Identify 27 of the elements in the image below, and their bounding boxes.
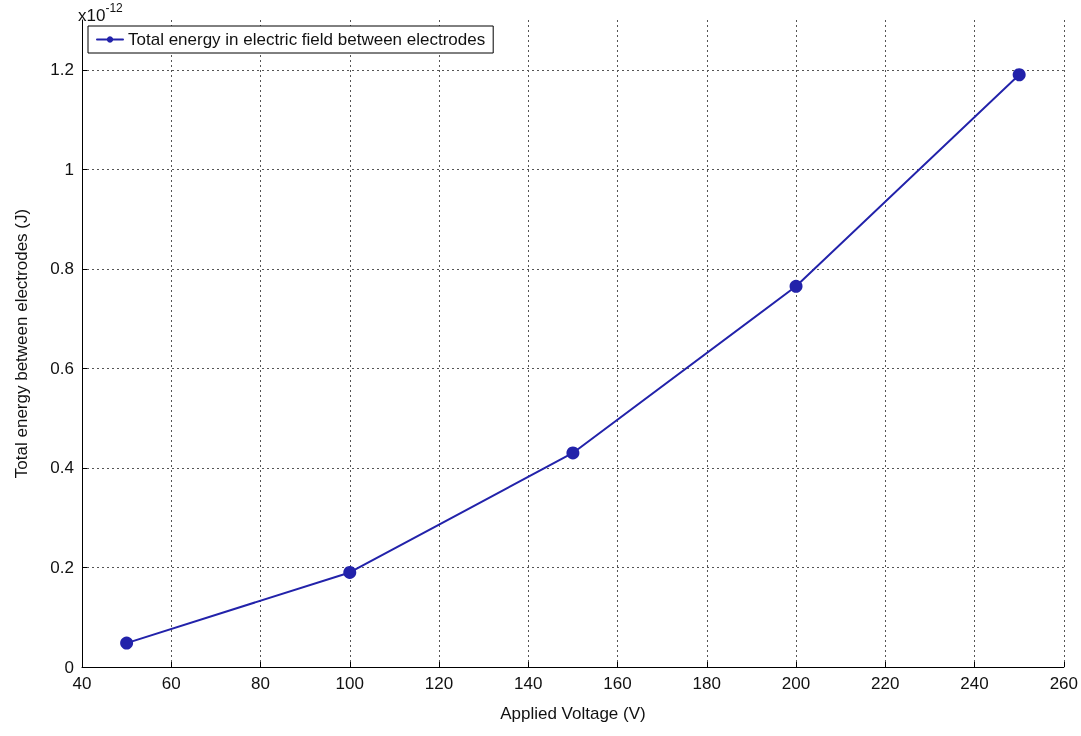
x-tick-label: 220 [871, 674, 900, 693]
y-tick-label: 0.8 [50, 259, 74, 279]
y-tick-label: 0.2 [50, 557, 74, 577]
y-tick-label: 0.6 [50, 358, 74, 378]
y-axis-title: Total energy between electrodes (J) [12, 208, 31, 479]
x-tick-label: 120 [424, 674, 454, 693]
x-tick-label: 80 [251, 674, 270, 693]
x-tick-label: 200 [781, 674, 811, 693]
y-tick-label: 1 [64, 159, 74, 179]
x-tick-label: 40 [72, 674, 92, 693]
point [120, 636, 134, 650]
x-tick-label: 260 [1049, 674, 1079, 693]
y-tick-label: 1.2 [50, 60, 74, 80]
x-tick-label: 160 [603, 674, 632, 693]
y-tick-label: 0 [64, 657, 74, 677]
point [1012, 68, 1026, 82]
x-tick-label: 140 [514, 674, 543, 693]
x-axis-title: Applied Voltage (V) [500, 704, 646, 723]
x-tick-label: 180 [692, 674, 721, 693]
legend-label: Total energy in electric field between electrodes [128, 30, 486, 49]
x-tick-label: 60 [161, 674, 181, 693]
point [343, 565, 357, 579]
point [789, 279, 803, 293]
x-tick-label: 240 [960, 674, 989, 693]
x-tick-label: 100 [335, 674, 364, 693]
y-tick-label: 0.4 [50, 458, 74, 478]
point [566, 446, 580, 460]
